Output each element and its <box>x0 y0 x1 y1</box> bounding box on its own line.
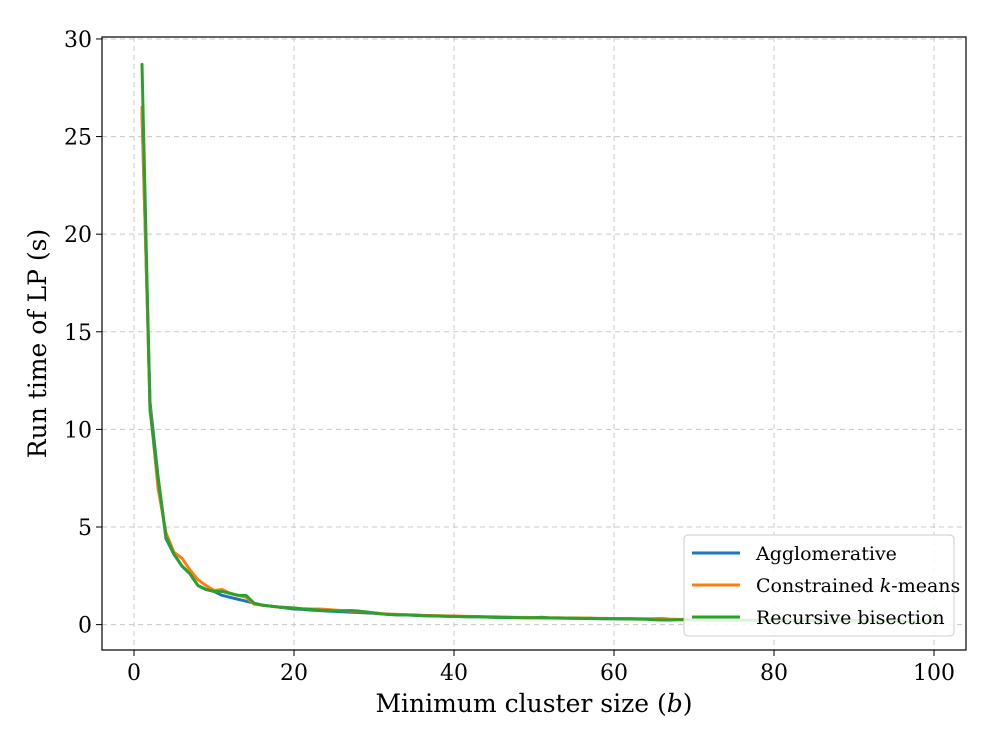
legend-label: Constrained k-means <box>756 575 960 597</box>
y-tick-label: 15 <box>64 321 92 346</box>
x-tick-label: 80 <box>760 661 788 686</box>
legend-label: Recursive bisection <box>756 607 945 629</box>
x-axis-label-suffix: ) <box>683 689 693 718</box>
y-tick-label: 20 <box>64 223 92 248</box>
grid <box>102 37 966 650</box>
x-tick-label: 100 <box>913 661 955 686</box>
ticks: 0 20 40 60 80 100 0 5 10 15 20 25 30 <box>64 28 955 686</box>
y-tick-label: 0 <box>78 614 92 639</box>
y-tick-label: 10 <box>64 418 92 443</box>
plot-frame <box>101 36 967 651</box>
x-axis-label-text: Minimum cluster size ( <box>375 689 666 718</box>
legend-label: Agglomerative <box>755 543 897 565</box>
x-axis-label: Minimum cluster size (b) <box>375 689 692 718</box>
legend-label-suffix: -means <box>891 575 960 597</box>
y-tick-label: 5 <box>78 516 92 541</box>
legend-items: Agglomerative Constrained k-means Recursiv… <box>692 543 960 629</box>
legend-label-prefix: Constrained <box>756 575 880 597</box>
y-tick-label: 30 <box>64 28 92 53</box>
legend-box <box>683 534 955 637</box>
x-tick-label: 60 <box>600 661 628 686</box>
x-tick-label: 40 <box>440 661 468 686</box>
legend-label-italic: k <box>880 575 892 597</box>
x-tick-label: 0 <box>127 661 141 686</box>
y-axis-label: Run time of LP (s) <box>23 229 52 458</box>
legend: Agglomerative Constrained k-means Recursiv… <box>683 534 960 637</box>
y-tick-label: 25 <box>64 126 92 151</box>
x-axis-label-variable: b <box>667 689 683 718</box>
x-tick-label: 20 <box>280 661 308 686</box>
